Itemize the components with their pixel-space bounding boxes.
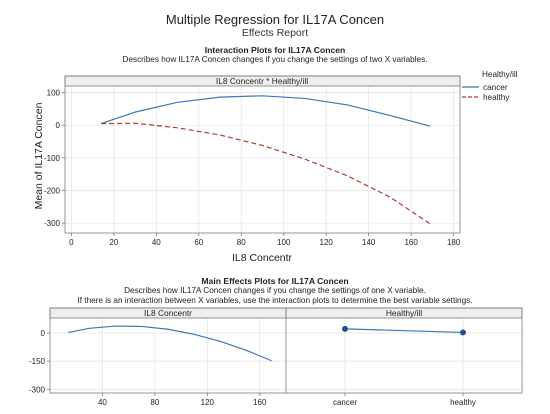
main-point-cancer: [342, 325, 348, 332]
main-effects-x-ticks: 40 80 120 160 cancer healthy: [98, 393, 476, 407]
interaction-x-tick-label: 100: [277, 238, 291, 247]
main-y-tick-label: -150: [29, 357, 46, 366]
interaction-y-tick-label: -100: [44, 154, 61, 163]
main-effects-description: Describes how IL17A Concen changes if yo…: [124, 286, 426, 295]
interaction-x-tick-label: 60: [194, 238, 203, 247]
interaction-x-ticks: 0 20 40 60 80 100 120 140 160 180: [69, 233, 461, 247]
main-il8-x-tick-label: 40: [98, 398, 107, 407]
interaction-x-tick-label: 180: [447, 238, 461, 247]
report-subtitle: Effects Report: [241, 27, 309, 39]
series-line-cancer: [100, 95, 431, 127]
interaction-x-tick-label: 0: [69, 238, 74, 247]
main-healthy-ill-effect-line: [344, 328, 464, 334]
interaction-plot-frame: [64, 75, 461, 234]
main-effects-series: [68, 325, 466, 362]
legend-title: Healthy/ill: [482, 70, 518, 79]
interaction-x-axis-label: IL8 Concentr: [232, 252, 293, 264]
main-panel-label-healthy-ill: Healthy/ill: [386, 308, 422, 318]
main-effects-plot: IL8 Concentr Healthy/ill 40 80 120 160 cance…: [29, 307, 523, 407]
interaction-panel-label: IL8 Concentr * Healthy/ill: [216, 76, 308, 86]
main-y-tick-label: 0: [41, 329, 46, 338]
interaction-plot: IL8 Concentr * Healthy/ill 0 20 40 60 80 100 1…: [33, 75, 461, 264]
interaction-y-tick-label: 100: [47, 89, 61, 98]
interaction-y-axis-label: Mean of IL17A Concen: [33, 102, 45, 209]
interaction-y-tick-label: -200: [44, 187, 61, 196]
interaction-x-tick-label: 160: [404, 238, 418, 247]
main-effects-y-ticks: 0 -150 -300: [29, 329, 50, 394]
interaction-series: [100, 95, 431, 225]
main-y-tick-label: -300: [29, 385, 46, 394]
main-panel-label-il8: IL8 Concentr: [144, 308, 192, 318]
main-cat-x-tick-label: cancer: [333, 398, 357, 407]
legend-label-cancer: cancer: [483, 83, 508, 92]
main-il8-effect-line: [68, 325, 272, 362]
main-effects-title: Main Effects Plots for IL17A Concen: [201, 276, 349, 286]
interaction-x-tick-label: 140: [362, 238, 376, 247]
main-effects-description-interaction: If there is an interaction between X var…: [77, 296, 473, 305]
main-point-healthy: [460, 329, 466, 336]
interaction-plots-title: Interaction Plots for IL17A Concen: [204, 45, 346, 55]
interaction-legend: Healthy/ill cancer healthy: [462, 70, 518, 102]
interaction-y-tick-label: -300: [44, 219, 61, 228]
interaction-y-tick-label: 0: [56, 121, 61, 130]
interaction-plots-description: Describes how IL17A Concen changes if yo…: [122, 55, 428, 64]
interaction-x-tick-label: 20: [109, 238, 118, 247]
interaction-y-ticks: 100 0 -100 -200 -300: [44, 89, 65, 228]
main-cat-x-tick-label: healthy: [450, 398, 476, 407]
interaction-x-tick-label: 40: [152, 238, 161, 247]
interaction-x-tick-label: 120: [320, 238, 334, 247]
interaction-x-tick-label: 80: [237, 238, 246, 247]
interaction-gridlines: [65, 86, 460, 233]
main-il8-x-tick-label: 80: [150, 398, 159, 407]
series-line-healthy: [101, 122, 431, 225]
report-title: Multiple Regression for IL17A Concen: [165, 12, 385, 27]
main-il8-x-tick-label: 120: [201, 398, 215, 407]
main-il8-x-tick-label: 160: [253, 398, 267, 407]
legend-label-healthy: healthy: [483, 93, 510, 102]
